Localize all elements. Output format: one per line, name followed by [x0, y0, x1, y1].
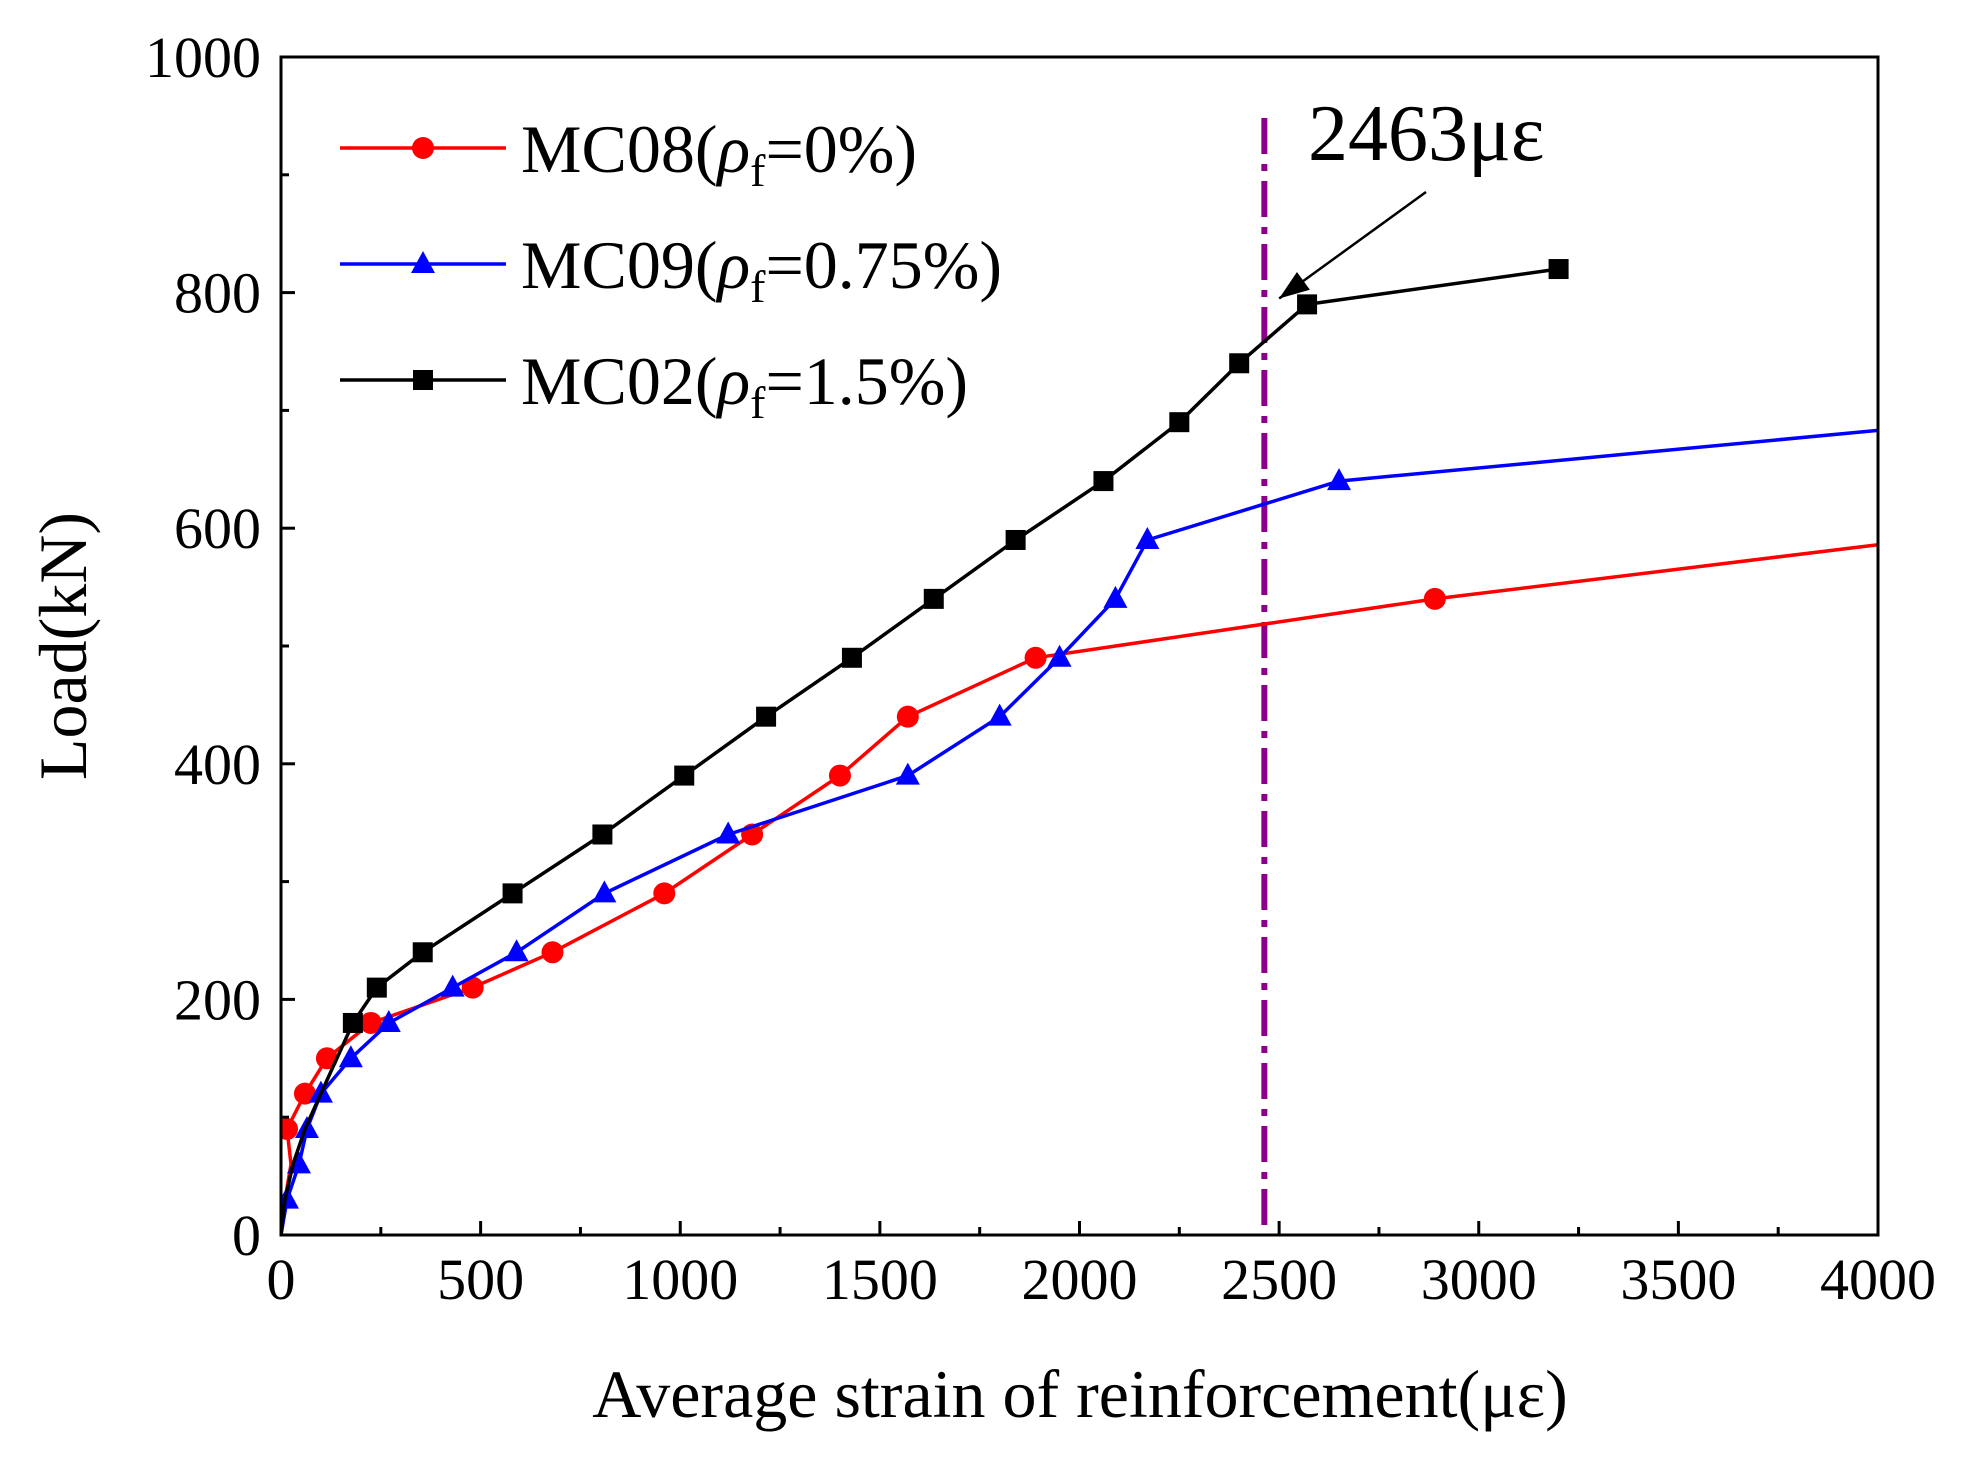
data-point-mc08-11 — [1423, 587, 1446, 610]
data-point-mc02-12 — [1229, 353, 1250, 374]
x-tick-label-4: 2000 — [1022, 1247, 1138, 1312]
legend-label-mc02: MC02(ρf=1.5%) — [521, 343, 968, 428]
data-point-mc02-11 — [1169, 412, 1190, 433]
data-point-mc08-2 — [315, 1047, 338, 1070]
data-point-mc02-14 — [1548, 259, 1569, 280]
y-axis-label: Load(kN) — [25, 512, 101, 780]
data-point-mc09-7 — [504, 939, 529, 962]
data-point-mc09-14 — [1135, 526, 1160, 549]
y-tick-label-4: 800 — [174, 261, 261, 326]
data-point-mc08-6 — [653, 882, 676, 905]
x-tick-label-0: 0 — [267, 1247, 296, 1312]
series-line-mc08 — [281, 542, 1878, 1235]
data-point-mc08-9 — [896, 705, 919, 728]
data-point-mc08-1 — [293, 1082, 316, 1105]
legend-label-mc08: MC08(ρf=0%) — [521, 111, 917, 196]
x-tick-label-7: 3500 — [1620, 1247, 1736, 1312]
x-tick-label-5: 2500 — [1221, 1247, 1337, 1312]
legend-label-mc09: MC09(ρf=0.75%) — [521, 227, 1002, 312]
y-tick-label-0: 0 — [232, 1203, 261, 1268]
x-axis-label: Average strain of reinforcement(με) — [592, 1356, 1568, 1432]
x-tick-label-8: 4000 — [1820, 1247, 1936, 1312]
data-point-mc02-6 — [756, 706, 777, 727]
data-point-mc02-0 — [342, 1012, 363, 1033]
data-point-mc08-10 — [1024, 646, 1047, 669]
data-point-mc02-7 — [841, 647, 862, 668]
legend-marker-mc08 — [412, 137, 434, 159]
annotation-label: 2463με — [1308, 90, 1544, 178]
data-point-mc08-8 — [828, 764, 851, 787]
annotation-arrow-head — [1279, 271, 1310, 299]
plot-content — [281, 118, 1878, 1235]
y-tick-label-2: 400 — [174, 732, 261, 797]
data-point-mc09-12 — [1047, 644, 1072, 667]
x-tick-label-3: 1500 — [822, 1247, 938, 1312]
data-point-mc02-1 — [366, 977, 387, 998]
data-point-mc02-9 — [1005, 529, 1026, 550]
x-tick-label-1: 500 — [437, 1247, 524, 1312]
data-point-mc09-8 — [592, 880, 617, 903]
data-point-mc02-4 — [592, 824, 613, 845]
plot-area — [281, 118, 1878, 1235]
data-point-mc02-10 — [1093, 471, 1114, 492]
data-point-mc09-6 — [440, 974, 465, 997]
y-tick-label-1: 200 — [174, 967, 261, 1032]
data-point-mc02-2 — [412, 942, 433, 963]
legend-marker-mc09 — [411, 251, 435, 273]
x-tick-label-2: 1000 — [622, 1247, 738, 1312]
data-point-mc02-5 — [674, 765, 695, 786]
data-point-mc09-9 — [716, 821, 741, 844]
y-tick-label-3: 600 — [174, 496, 261, 561]
legend: MC08(ρf=0%) MC09(ρf=0.75%) MC02(ρf=1.5%) — [340, 111, 1002, 428]
data-point-mc09-15 — [1327, 468, 1352, 491]
axis-ticks: 0 500 1000 1500 2000 2500 3000 3500 4000 0 200 400 6… — [145, 25, 1936, 1312]
data-point-mc09-11 — [987, 703, 1012, 726]
y-tick-label-5: 1000 — [145, 25, 261, 90]
data-point-mc02-13 — [1297, 294, 1318, 315]
annotation-arrow-line — [1278, 190, 1427, 300]
data-point-mc02-3 — [502, 883, 523, 904]
data-point-mc09-13 — [1103, 585, 1128, 608]
legend-marker-mc02 — [413, 370, 433, 390]
data-point-mc09-10 — [895, 762, 920, 785]
data-point-mc09-5 — [376, 1009, 401, 1032]
data-point-mc02-8 — [923, 588, 944, 609]
data-point-mc08-0 — [281, 1117, 298, 1140]
data-point-mc08-3 — [359, 1011, 382, 1034]
x-tick-label-6: 3000 — [1421, 1247, 1537, 1312]
data-point-mc08-5 — [541, 941, 564, 964]
data-point-mc09-4 — [338, 1045, 363, 1068]
data-point-mc08-4 — [461, 976, 484, 999]
